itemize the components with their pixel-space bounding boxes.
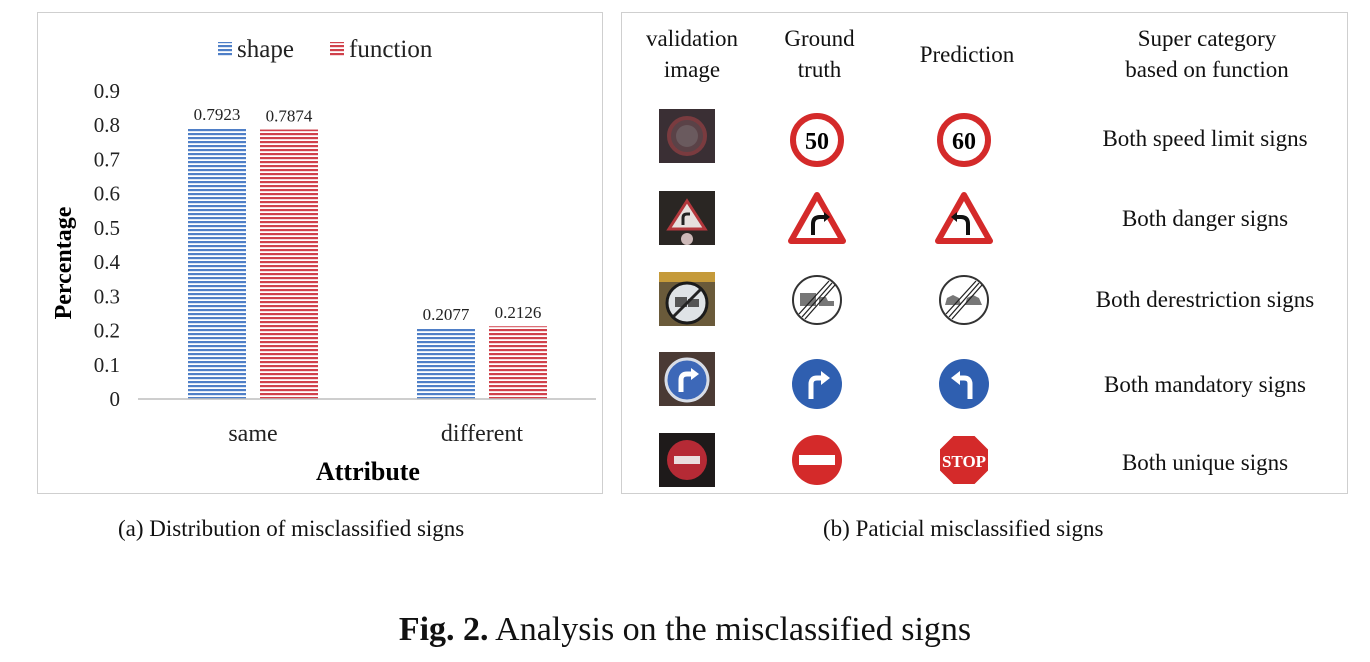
- y-tick-label: 0.1: [94, 353, 120, 377]
- figure-caption-text: Analysis on the misclassified signs: [488, 611, 972, 648]
- end-no-overtaking-icon: [939, 275, 989, 325]
- figure-caption: Fig. 2. Analysis on the misclassified si…: [0, 611, 1370, 649]
- header-line: Super category: [1137, 26, 1277, 51]
- validation-image-speed-limit: [659, 109, 715, 163]
- speed-limit-60-icon: 60: [937, 113, 991, 167]
- bars: 0.7923 0.2077 0.7874 0.2126: [188, 105, 547, 399]
- validation-image-unique: [659, 433, 715, 487]
- danger-curve-right-icon: [788, 192, 846, 244]
- header-line: truth: [797, 57, 842, 82]
- validation-image-derestriction: [659, 272, 715, 326]
- figure-label: Fig. 2.: [398, 611, 489, 648]
- category-label: Both danger signs: [1121, 206, 1289, 231]
- x-tick-label: same: [228, 421, 277, 447]
- y-tick-label: 0.2: [94, 319, 120, 343]
- y-tick-label: 0.6: [94, 182, 120, 206]
- y-tick-label: 0.8: [94, 113, 120, 137]
- category-label: Both derestriction signs: [1095, 287, 1315, 312]
- caption-a: (a) Distribution of misclassified signs: [118, 516, 465, 541]
- header-ground-truth: Ground truth: [752, 23, 887, 85]
- bar-shape-same: [188, 127, 246, 399]
- stop-sign-text: STOP: [942, 452, 986, 471]
- x-axis-categories: same different: [228, 421, 523, 447]
- category-label: Both speed limit signs: [1102, 126, 1308, 151]
- turn-right-ahead-icon: [792, 359, 842, 409]
- legend-label: function: [349, 36, 433, 63]
- speed-limit-50-icon: 50: [790, 113, 844, 167]
- data-label: 0.7874: [266, 107, 313, 126]
- header-prediction: Prediction: [892, 39, 1042, 70]
- header-line: based on function: [1125, 57, 1289, 82]
- stop-sign-icon: STOP: [938, 434, 990, 486]
- caption-b: (b) Paticial misclassified signs: [823, 516, 1104, 541]
- header-line: Ground: [784, 26, 855, 51]
- chart-legend: shape function: [218, 36, 433, 63]
- y-tick-label: 0: [110, 387, 121, 411]
- bar-function-different: [489, 326, 547, 399]
- bar-chart: shape function 00.10.20.30.40.50.60.70.80…: [51, 36, 596, 486]
- validation-image-danger: [659, 191, 715, 245]
- chart-panel: shape function 0 0.1 0.2 0.3 0.4 0.5 0.6 0.7 0.8 0…: [37, 12, 603, 494]
- y-tick-label: 0.3: [94, 284, 120, 308]
- bar-function-same: [260, 129, 318, 399]
- danger-curve-left-icon: [935, 192, 993, 244]
- header-super-category: Super category based on function: [1062, 23, 1352, 85]
- header-line: validation: [646, 26, 738, 51]
- speed-limit-text: 50: [805, 129, 829, 155]
- no-entry-icon: [792, 435, 842, 485]
- y-tick-label: 0.9: [94, 79, 120, 103]
- x-axis-label: Attribute: [316, 457, 420, 486]
- y-axis-label: Percentage: [51, 206, 77, 319]
- legend-swatch-function: [330, 42, 344, 56]
- category-label: Both unique signs: [1121, 450, 1289, 475]
- validation-image-mandatory: [659, 352, 715, 406]
- data-label: 0.2077: [423, 305, 470, 324]
- speed-limit-text: 60: [952, 129, 976, 155]
- category-label: Both mandatory signs: [1104, 372, 1306, 397]
- header-validation-image: validation image: [622, 23, 762, 85]
- data-label: 0.7923: [194, 105, 241, 124]
- header-line: Prediction: [919, 42, 1015, 67]
- legend-label: shape: [237, 36, 294, 63]
- end-no-overtaking-trucks-icon: [792, 275, 842, 325]
- x-tick-label: different: [441, 421, 524, 447]
- y-axis-ticks: 0 0.1 0.2 0.3 0.4 0.5 0.6 0.7 0.8 0.9: [94, 79, 121, 411]
- bar-shape-different: [417, 327, 475, 399]
- data-label: 0.2126: [495, 303, 542, 322]
- y-tick-label: 0.4: [94, 250, 121, 274]
- signs-table-panel: validation image Ground truth Prediction…: [621, 12, 1348, 494]
- legend-swatch-shape: [218, 42, 232, 56]
- header-line: image: [663, 57, 721, 82]
- y-tick-label: 0.5: [94, 216, 120, 240]
- turn-left-ahead-icon: [939, 359, 989, 409]
- y-tick-label: 0.7: [94, 147, 120, 171]
